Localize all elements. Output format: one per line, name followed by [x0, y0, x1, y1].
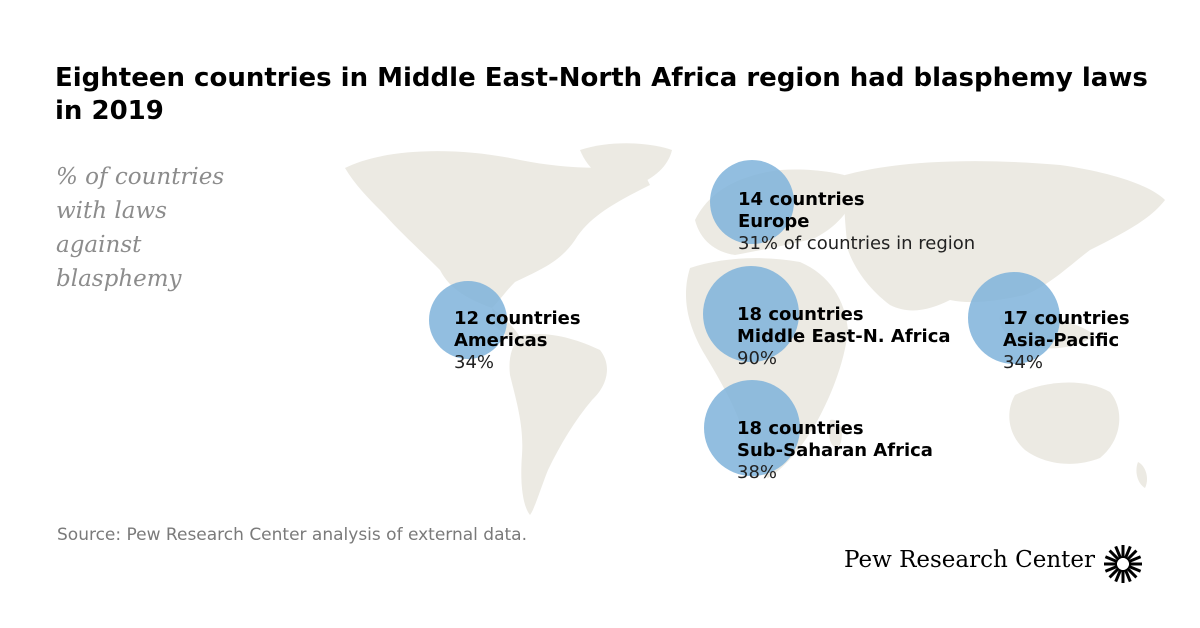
- brand-name: Pew Research Center: [844, 547, 1095, 573]
- sub-saharan-africa-region-name: Sub-Saharan Africa: [737, 440, 933, 461]
- label-americas: 12 countries Americas 34%: [454, 308, 581, 374]
- region-bubbles: [429, 160, 1060, 476]
- label-middle-east-north-africa: 18 countries Middle East-N. Africa 90%: [737, 304, 951, 370]
- asia-pacific-count: 17 countries: [1003, 308, 1130, 329]
- bubble-middle-east-north-africa: [703, 266, 799, 362]
- bubble-europe: [710, 160, 794, 244]
- mena-region-name: Middle East-N. Africa: [737, 326, 951, 347]
- asia-pacific-percent: 34%: [1003, 352, 1044, 373]
- pew-sunburst-logo-icon: [1104, 545, 1142, 583]
- europe-region-name: Europe: [738, 211, 810, 232]
- americas-percent: 34%: [454, 352, 495, 373]
- chart-title: Eighteen countries in Middle East-North …: [55, 63, 1148, 126]
- europe-percent: 31% of countries in region: [738, 233, 976, 254]
- sub-saharan-africa-percent: 38%: [737, 462, 778, 483]
- chart-subtitle: % of countries with laws against blasphe…: [56, 164, 225, 292]
- mena-count: 18 countries: [737, 304, 864, 325]
- americas-region-name: Americas: [454, 330, 548, 351]
- label-europe: 14 countries Europe 31% of countries in …: [738, 189, 975, 255]
- sub-saharan-africa-count: 18 countries: [737, 418, 864, 439]
- mena-percent: 90%: [737, 348, 778, 369]
- bubble-asia-pacific: [968, 272, 1060, 364]
- label-asia-pacific: 17 countries Asia-Pacific 34%: [1003, 308, 1130, 374]
- americas-count: 12 countries: [454, 308, 581, 329]
- bubble-americas: [429, 281, 507, 359]
- europe-count: 14 countries: [738, 189, 865, 210]
- bubble-sub-saharan-africa: [704, 380, 800, 476]
- source-note: Source: Pew Research Center analysis of …: [57, 525, 528, 545]
- asia-pacific-region-name: Asia-Pacific: [1003, 330, 1120, 351]
- label-sub-saharan-africa: 18 countries Sub-Saharan Africa 38%: [737, 418, 933, 484]
